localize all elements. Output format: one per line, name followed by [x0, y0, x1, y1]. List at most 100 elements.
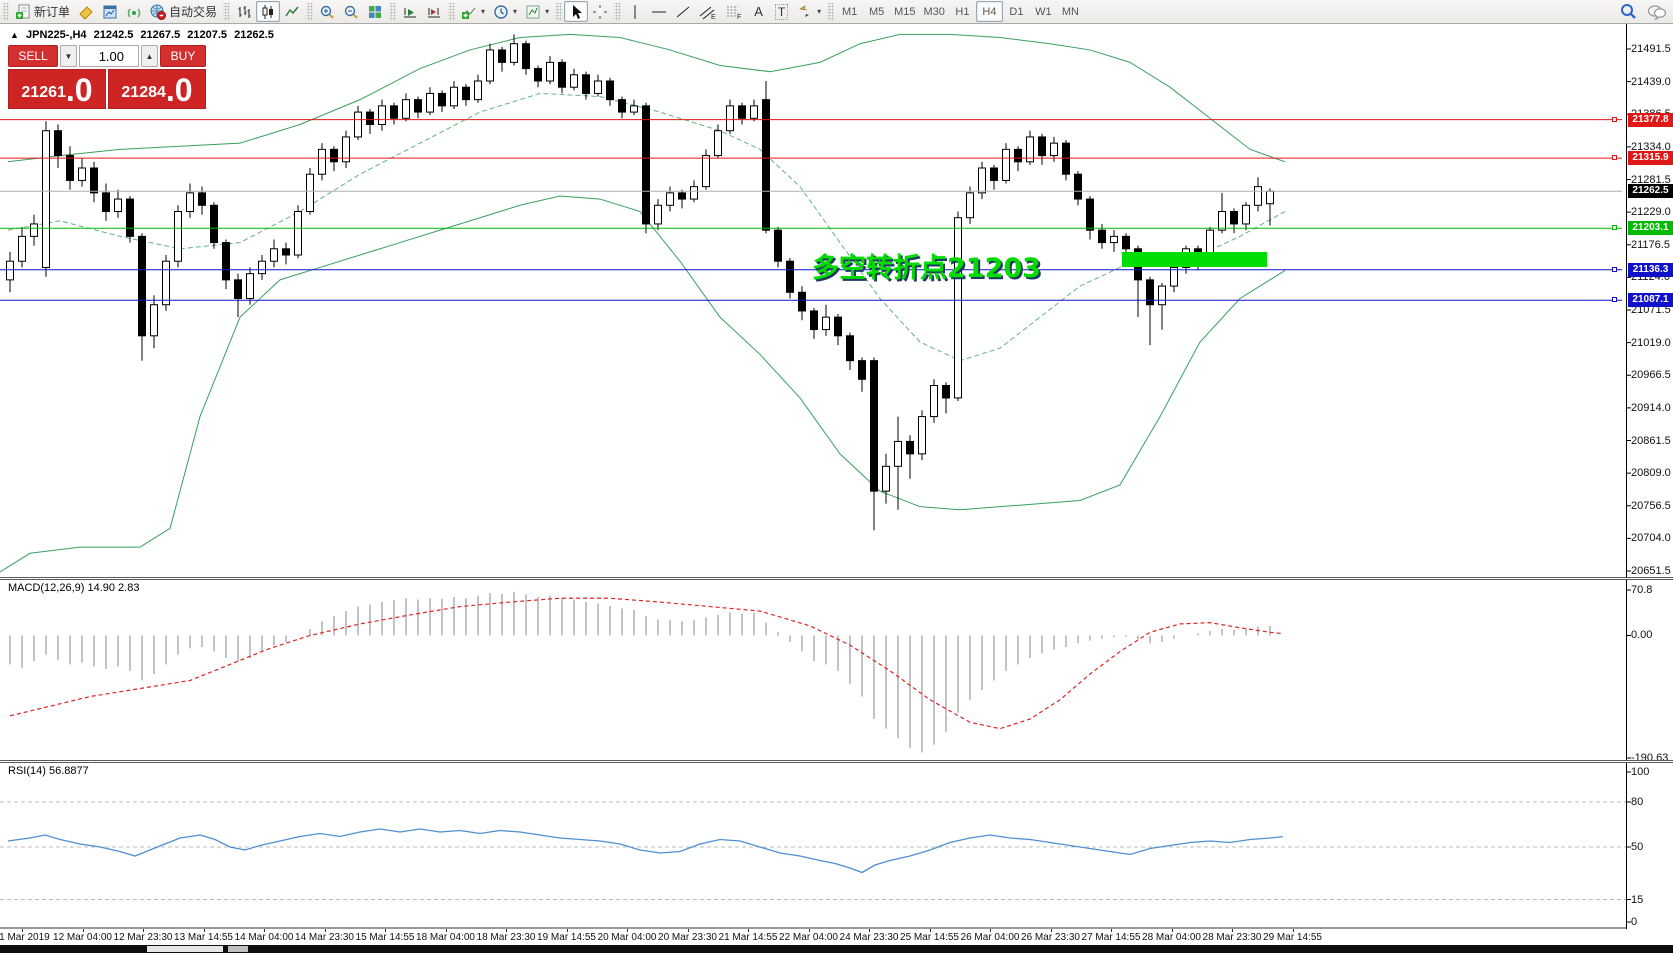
- time-tick: [264, 929, 265, 932]
- time-tick-label: 22 Mar 04:00: [779, 932, 838, 943]
- sell-price-button[interactable]: 21261.0: [8, 69, 106, 109]
- hline-drag-handle[interactable]: [1612, 266, 1617, 272]
- price-chart-pane[interactable]: [0, 24, 1673, 580]
- time-tick-label: 28 Mar 04:00: [1142, 932, 1201, 943]
- auto-scroll-button[interactable]: [398, 1, 422, 22]
- toolbar-grip[interactable]: [223, 2, 231, 21]
- macd-pane[interactable]: [0, 580, 1673, 763]
- trendline-button[interactable]: [671, 1, 695, 22]
- chat-icon[interactable]: [1647, 4, 1667, 20]
- timeframe-mn-button[interactable]: MN: [1061, 5, 1079, 18]
- time-tick-label: 12 Mar 23:30: [113, 932, 173, 943]
- yellow-tag-button[interactable]: [74, 1, 98, 22]
- line-chart-button[interactable]: [280, 1, 304, 22]
- rsi-pane[interactable]: [0, 763, 1673, 929]
- text-label-letter: T: [774, 3, 789, 20]
- equidistant-channel-button[interactable]: E: [695, 1, 721, 22]
- svg-text:F: F: [737, 14, 741, 20]
- timeframe-m30-button[interactable]: M30: [923, 5, 945, 18]
- vertical-line-button[interactable]: [623, 1, 647, 22]
- axis-tick-label: 100: [1631, 766, 1650, 778]
- rsi-label: RSI(14) 56.8877: [8, 765, 89, 777]
- toolbar-grip[interactable]: [555, 2, 563, 21]
- hline-drag-handle[interactable]: [1612, 297, 1617, 303]
- volume-input[interactable]: 1.00: [79, 45, 139, 67]
- status-segment: [228, 946, 248, 952]
- time-tick: [203, 929, 205, 932]
- buy-price-button[interactable]: 21284.0: [108, 69, 206, 109]
- toolbar-grip[interactable]: [306, 2, 314, 21]
- fibonacci-button[interactable]: F: [721, 1, 747, 22]
- macd-label: MACD(12,26,9) 14.90 2.83: [8, 582, 140, 594]
- tile-windows-button[interactable]: [363, 1, 387, 22]
- time-tick-label: 20 Mar 04:00: [597, 932, 657, 943]
- timeframe-w1-button[interactable]: W1: [1035, 5, 1052, 18]
- time-tick-label: 18 Mar 23:30: [476, 932, 536, 943]
- sell-button[interactable]: SELL: [8, 45, 58, 67]
- cursor-button[interactable]: [564, 1, 589, 22]
- search-icon[interactable]: [1620, 3, 1637, 20]
- volume-decrease-button[interactable]: ▼: [60, 45, 77, 67]
- clock-icon: [494, 4, 508, 19]
- vertical-line-icon: [634, 4, 636, 19]
- volume-increase-button[interactable]: ▲: [141, 45, 158, 67]
- pane-splitter[interactable]: [0, 760, 1673, 763]
- chart-shift-button[interactable]: [422, 1, 446, 22]
- chart-window-button[interactable]: [98, 1, 122, 22]
- axis-tick-label: 21281.5: [1631, 173, 1671, 186]
- time-tick: [385, 929, 386, 932]
- pane-splitter[interactable]: [0, 577, 1673, 580]
- crosshair-button[interactable]: [588, 1, 612, 22]
- templates-button[interactable]: ▾: [521, 1, 553, 22]
- hline-drag-handle[interactable]: [1612, 155, 1617, 161]
- yellow-tag-icon: [79, 5, 93, 20]
- arrows-button[interactable]: ▾: [793, 1, 825, 22]
- timeframe-h1-button[interactable]: H1: [955, 5, 970, 18]
- candlestick-chart-button[interactable]: [256, 1, 281, 22]
- hline-drag-handle[interactable]: [1612, 225, 1617, 231]
- chart-shift-icon: [428, 7, 441, 17]
- periods-button[interactable]: ▾: [489, 1, 521, 22]
- toolbar-grip[interactable]: [448, 2, 456, 21]
- price-tag: 21377.8: [1628, 112, 1673, 127]
- zoom-in-button[interactable]: [315, 1, 339, 22]
- signals-button[interactable]: [122, 1, 146, 22]
- text-button[interactable]: A: [747, 1, 770, 22]
- horizontal-line-button[interactable]: [647, 1, 671, 22]
- axis-tick-label: 21176.5: [1631, 238, 1670, 251]
- toolbar-grip[interactable]: [389, 2, 397, 21]
- chart-area[interactable]: ▲ JPN225-,H4 21242.5 21267.5 21207.5 212…: [0, 24, 1673, 953]
- price-tag: 21262.5: [1628, 184, 1673, 199]
- time-tick-label: 26 Mar 23:30: [1021, 932, 1080, 943]
- indicators-button[interactable]: ▾: [457, 1, 489, 22]
- hline-drag-handle[interactable]: [1612, 116, 1617, 122]
- timeframe-m1-button[interactable]: M1: [841, 5, 858, 18]
- time-tick-label: 21 Mar 14:55: [718, 932, 778, 943]
- axis-tick-label: 21439.0: [1631, 75, 1671, 88]
- main-toolbar: 新订单: [0, 0, 1673, 24]
- text-tool-letter: A: [754, 4, 763, 19]
- time-tick-label: 18 Mar 04:00: [416, 932, 475, 943]
- autotrading-icon: [150, 4, 167, 20]
- timeframe-m5-button[interactable]: M5: [868, 5, 885, 18]
- collapse-panel-icon[interactable]: ▲: [10, 30, 19, 40]
- toolbar-grip[interactable]: [614, 2, 622, 21]
- tile-windows-icon: [369, 5, 382, 18]
- buy-button[interactable]: BUY: [160, 45, 206, 67]
- timeframe-d1-button[interactable]: D1: [1009, 5, 1024, 18]
- autotrading-button[interactable]: 自动交易: [146, 1, 221, 22]
- time-tick: [1232, 929, 1233, 932]
- ohlc-close: 21262.5: [234, 29, 274, 41]
- timeframe-m15-button[interactable]: M15: [894, 5, 916, 18]
- time-tick-label: 20 Mar 23:30: [658, 932, 717, 943]
- time-tick-label: 28 Mar 23:30: [1202, 932, 1262, 943]
- text-label-button[interactable]: T: [770, 1, 793, 22]
- toolbar-grip[interactable]: [2, 2, 9, 21]
- new-order-button[interactable]: 新订单: [11, 1, 74, 22]
- sell-price-int: 21261: [21, 84, 66, 101]
- zoom-out-button[interactable]: [339, 1, 363, 22]
- bar-chart-button[interactable]: [232, 1, 256, 22]
- toolbar-grip[interactable]: [827, 2, 835, 21]
- timeframe-h4-button[interactable]: H4: [975, 1, 1003, 22]
